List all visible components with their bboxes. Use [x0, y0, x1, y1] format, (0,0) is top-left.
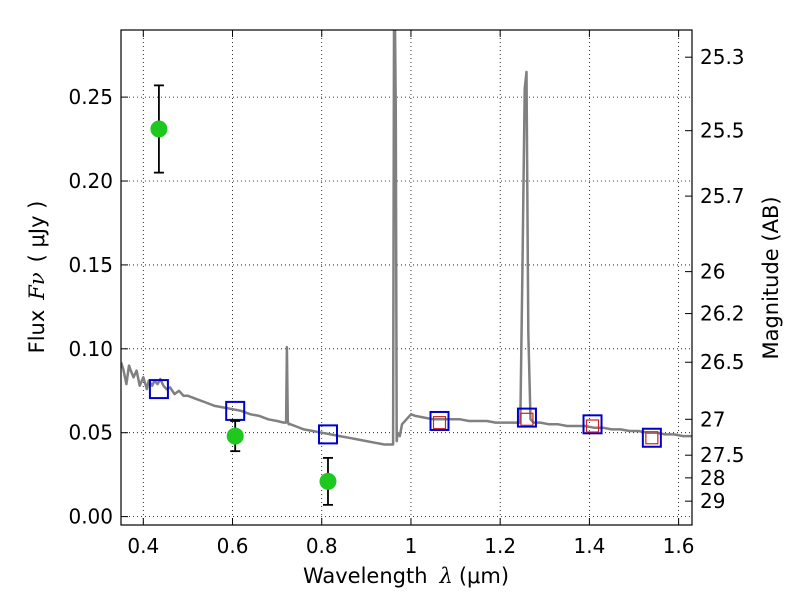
observed-flux-point — [226, 427, 244, 445]
y-tick-label: 0.25 — [68, 85, 113, 109]
y2-axis-label: Magnitude (AB) — [759, 196, 783, 359]
x-tick-label: 1.4 — [573, 534, 605, 558]
y2-tick-label: 28 — [700, 466, 725, 490]
x-tick-label: 0.8 — [306, 534, 338, 558]
model-photometry-marker — [317, 424, 338, 445]
x-tick-label: 0.6 — [217, 534, 249, 558]
axis-ticks: 0.4 0.6 0.8 1 1.2 1.4 1.6 0.00 0.05 0.10 0.15 0.20 0… — [68, 30, 745, 558]
model-photometry-marker — [148, 379, 169, 400]
plot-content — [121, 30, 692, 506]
sed-model-line — [121, 30, 692, 446]
y2-tick-label: 25.3 — [700, 45, 745, 69]
model-photometry-marker — [225, 400, 246, 421]
y2-tick-label: 25.7 — [700, 184, 745, 208]
observed-flux-point — [150, 120, 168, 138]
y2-tick-label: 26.2 — [700, 302, 745, 326]
observed-flux-point — [319, 472, 337, 490]
y-tick-label: 0.00 — [68, 505, 113, 529]
x-tick-label: 1.2 — [484, 534, 516, 558]
y-axis-label: FluxFν( μJy ) — [25, 201, 49, 354]
y2-tick-label: 26.5 — [700, 350, 745, 374]
model-photometry-inner-marker — [432, 416, 447, 430]
y2-tick-label: 27 — [700, 407, 725, 431]
model-photometry-inner-marker — [645, 431, 659, 445]
y2-tick-label: 25.5 — [700, 119, 745, 143]
model-photometry-inner-marker — [520, 412, 534, 426]
y2-tick-label: 29 — [700, 489, 725, 513]
axes-frame — [120, 29, 693, 526]
model-photometry-marker — [582, 414, 603, 435]
x-tick-label: 1 — [405, 534, 418, 558]
model-photometry-marker — [641, 427, 662, 448]
y-tick-label: 0.15 — [68, 253, 113, 277]
model-photometry-marker — [429, 410, 450, 431]
model-photometry-inner-marker — [585, 419, 600, 433]
grid-lines — [121, 30, 692, 525]
y-tick-label: 0.10 — [68, 337, 113, 361]
x-tick-label: 1.6 — [663, 534, 695, 558]
y2-tick-label: 26 — [700, 260, 725, 284]
y-tick-label: 0.05 — [68, 421, 113, 445]
y-tick-label: 0.20 — [68, 169, 113, 193]
x-tick-label: 0.4 — [127, 534, 159, 558]
model-photometry-marker — [516, 407, 537, 428]
x-axis-label: Wavelength λ (μm) — [303, 564, 509, 588]
y2-tick-label: 27.5 — [700, 443, 745, 467]
